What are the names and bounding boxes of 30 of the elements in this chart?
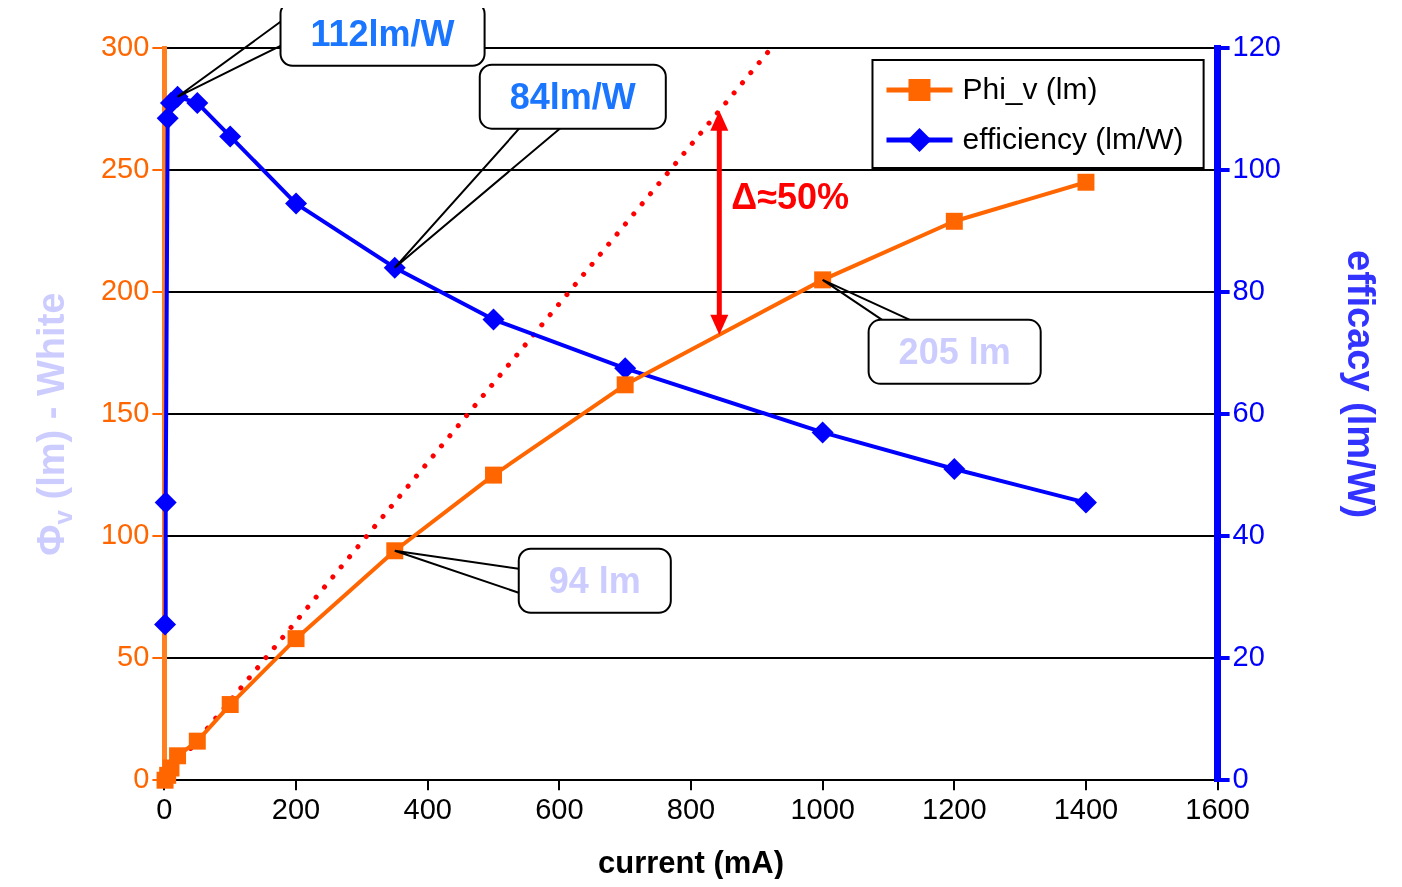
legend-label: efficiency (lm/W) [962, 122, 1184, 156]
x-tick-label: 800 [666, 792, 716, 825]
annotation: Δ≈50% [731, 176, 849, 218]
x-axis-title: current (mA) [597, 845, 785, 880]
y2-axis-title: efficacy (lm/W) [1340, 250, 1382, 519]
y-tick-label: 250 [100, 152, 150, 185]
y2-tick-label: 40 [1232, 518, 1265, 551]
y-tick-label: 50 [117, 640, 150, 673]
y-tick-label: 200 [100, 274, 150, 307]
y2-tick-label: 80 [1232, 274, 1265, 307]
y-tick-label: 150 [100, 396, 150, 429]
y-tick-label: 100 [100, 518, 150, 551]
y-tick-label: 300 [100, 30, 150, 62]
y2-tick-label: 120 [1232, 30, 1282, 62]
x-tick-label: 600 [535, 792, 584, 825]
y2-tick-label: 20 [1232, 640, 1265, 673]
y2-tick-label: 60 [1232, 396, 1265, 429]
y2-tick-label: 0 [1232, 762, 1249, 795]
annotation: 84lm/W [509, 75, 636, 117]
x-tick-label: 400 [403, 792, 452, 825]
x-tick-label: 0 [156, 792, 173, 825]
x-tick-label: 1000 [790, 792, 855, 825]
x-tick-label: 1400 [1053, 792, 1119, 825]
x-tick-label: 200 [271, 792, 321, 825]
x-tick-label: 1600 [1185, 792, 1250, 825]
annotation: 112lm/W [310, 12, 455, 54]
legend-label: Phi_v (lm) [962, 72, 1098, 106]
y2-tick-label: 100 [1232, 152, 1282, 185]
x-tick-label: 1200 [922, 792, 987, 825]
y-tick-label: 0 [133, 762, 150, 795]
